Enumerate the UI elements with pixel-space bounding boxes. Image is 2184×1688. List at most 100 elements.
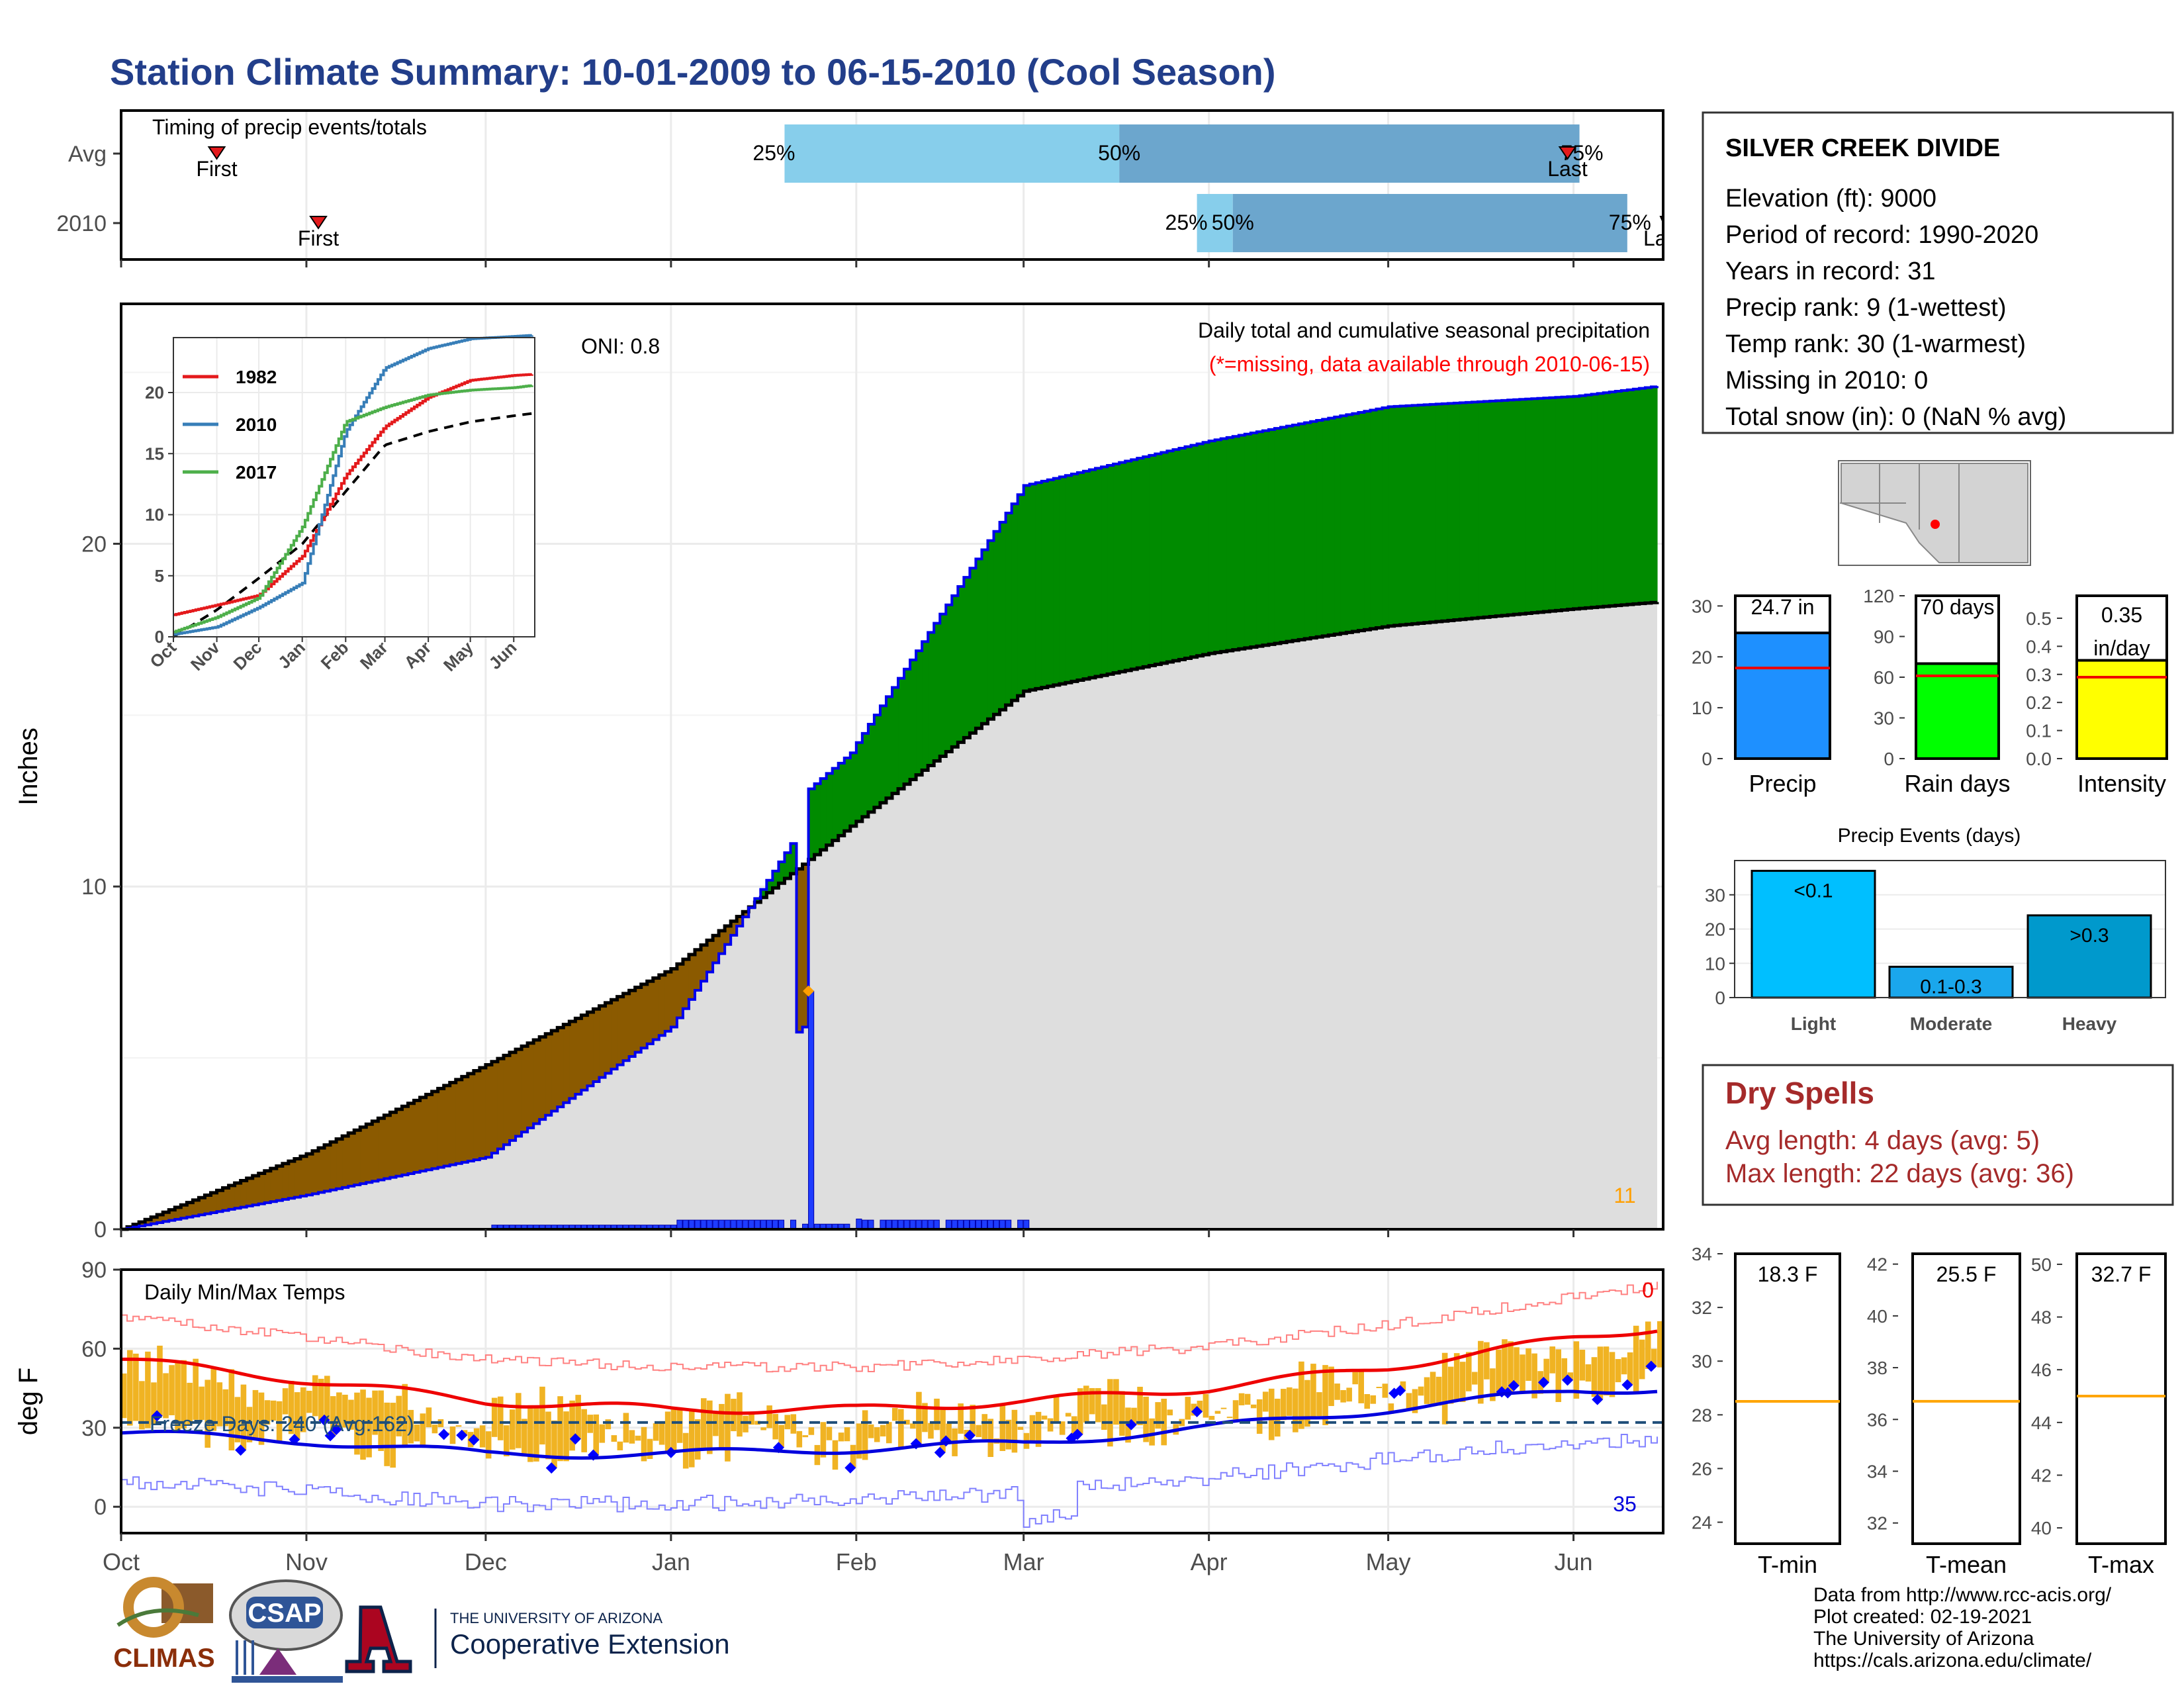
daily-temp-range-bar bbox=[449, 1426, 456, 1444]
surplus-area-segment bbox=[987, 540, 995, 720]
daily-temp-range-bar bbox=[1579, 1350, 1586, 1381]
daily-temp-range-bar bbox=[1287, 1387, 1293, 1416]
surplus-area-segment bbox=[1627, 389, 1634, 605]
daily-temp-range-bar bbox=[1585, 1364, 1592, 1382]
temp-summary-tick-label: 32 bbox=[1867, 1513, 1888, 1534]
page-title: Station Climate Summary: 10-01-2009 to 0… bbox=[110, 51, 1276, 93]
temp-summary-frame bbox=[1734, 1252, 1841, 1545]
surplus-area-segment bbox=[772, 870, 780, 888]
surplus-area-segment bbox=[1191, 445, 1198, 657]
surplus-area-segment bbox=[922, 641, 929, 771]
dry-spells-avg: Avg length: 4 days (avg: 5) bbox=[1725, 1126, 2040, 1155]
surplus-area-segment bbox=[1531, 399, 1538, 613]
daily-temp-range-bar bbox=[516, 1393, 522, 1448]
deficit-area-segment bbox=[701, 945, 707, 982]
daily-temp-range-bar bbox=[1340, 1389, 1346, 1403]
daily-temp-range-bar bbox=[1310, 1364, 1316, 1417]
surplus-area-segment bbox=[1388, 406, 1395, 626]
surplus-area-segment bbox=[1214, 440, 1222, 653]
deficit-area-segment bbox=[593, 1009, 600, 1082]
daily-precip-bar bbox=[951, 1219, 958, 1230]
first-marker-icon bbox=[207, 146, 226, 160]
daily-temp-range-bar bbox=[1412, 1389, 1418, 1413]
surplus-area-segment bbox=[1149, 455, 1156, 666]
daily-temp-range-bar bbox=[252, 1389, 259, 1438]
surplus-area-segment bbox=[1406, 405, 1413, 625]
deficit-area-segment bbox=[563, 1024, 570, 1103]
daily-precip-bar bbox=[718, 1219, 725, 1230]
surplus-area-segment bbox=[1508, 400, 1514, 616]
station-info-line: Temp rank: 30 (1-warmest) bbox=[1725, 330, 2026, 358]
record-low-marker-icon bbox=[1394, 1385, 1406, 1397]
daily-temp-range-bar bbox=[240, 1384, 247, 1450]
temp-panel: 0 30 60 90 Oct Nov Dec Jan Feb Mar Apr May Jun deg F D… bbox=[14, 1258, 1664, 1575]
region-shape bbox=[1841, 463, 2028, 563]
daily-temp-range-bar bbox=[1555, 1349, 1562, 1402]
surplus-area-segment bbox=[946, 604, 952, 752]
record-low-marker-icon bbox=[1621, 1379, 1633, 1391]
record-low-marker-icon bbox=[569, 1433, 581, 1445]
surplus-area-segment bbox=[1490, 400, 1496, 617]
snow-day-count: 11 bbox=[1614, 1184, 1635, 1207]
mini-bar-label: Precip bbox=[1749, 770, 1816, 797]
temp-summary-value: 32.7 F bbox=[2091, 1262, 2152, 1286]
record-high-line bbox=[121, 1282, 1658, 1373]
daily-temp-range-bar bbox=[1549, 1346, 1555, 1374]
deficit-area-segment bbox=[408, 1103, 415, 1174]
deficit-area-segment bbox=[510, 1052, 516, 1141]
daily-temp-range-bar bbox=[1543, 1358, 1549, 1383]
daily-temp-range-bar bbox=[1083, 1385, 1089, 1423]
surplus-area-segment bbox=[928, 632, 934, 766]
surplus-area-segment bbox=[1603, 393, 1610, 607]
surplus-area-segment bbox=[1226, 437, 1234, 651]
deficit-area-segment bbox=[390, 1112, 397, 1178]
daily-temp-range-bar bbox=[1639, 1339, 1645, 1380]
daily-temp-range-bar bbox=[1167, 1409, 1173, 1416]
daily-temp-range-bar bbox=[222, 1389, 229, 1427]
surplus-area-segment bbox=[1334, 416, 1341, 635]
deficit-area-segment bbox=[402, 1106, 409, 1175]
daily-temp-range-bar bbox=[1293, 1388, 1298, 1432]
daily-temp-range-bar bbox=[557, 1396, 563, 1462]
deficit-area-segment bbox=[569, 1021, 576, 1099]
deficit-area-segment bbox=[270, 1168, 277, 1202]
surplus-area-segment bbox=[1453, 402, 1461, 620]
record-low-marker-icon bbox=[1071, 1429, 1083, 1440]
surplus-area-segment bbox=[1579, 395, 1586, 609]
temp-summary-tick-label: 50 bbox=[2031, 1254, 2052, 1275]
daily-temp-range-bar bbox=[976, 1425, 982, 1437]
surplus-area-segment bbox=[862, 733, 869, 817]
mini-bar-tick-label: 0.2 bbox=[2026, 692, 2052, 713]
daily-precip-bar bbox=[706, 1219, 713, 1230]
mini-bar-value: 0.35 bbox=[2101, 603, 2142, 627]
daily-temp-range-bar bbox=[354, 1392, 360, 1455]
daily-temp-range-bar bbox=[617, 1441, 623, 1450]
deficit-area-segment bbox=[522, 1046, 528, 1133]
surplus-area-segment bbox=[1173, 449, 1180, 661]
daily-precip-bar bbox=[945, 1219, 952, 1230]
deficit-area-segment bbox=[467, 1073, 475, 1161]
daily-temp-range-bar bbox=[1065, 1413, 1071, 1417]
deficit-area-segment bbox=[151, 1217, 158, 1224]
daily-temp-range-bar bbox=[420, 1413, 426, 1447]
daily-temp-range-bar bbox=[731, 1399, 737, 1432]
daily-temp-range-bar bbox=[1119, 1391, 1125, 1436]
mini-bar-label: Intensity bbox=[2077, 770, 2166, 797]
timing-q25-label: 25% bbox=[1165, 211, 1208, 234]
deficit-area-segment bbox=[157, 1214, 163, 1223]
deficit-area-segment bbox=[737, 916, 743, 927]
daily-temp-range-bar bbox=[348, 1399, 354, 1430]
daily-temp-range-bar bbox=[157, 1345, 163, 1416]
deficit-area-segment bbox=[342, 1136, 349, 1188]
surplus-area-segment bbox=[1059, 477, 1066, 684]
station-info-line: Elevation (ft): 9000 bbox=[1725, 185, 1936, 212]
csap-base bbox=[232, 1676, 343, 1683]
deficit-area-segment bbox=[676, 964, 684, 1018]
daily-temp-range-bar bbox=[790, 1414, 797, 1434]
daily-temp-range-bar bbox=[1441, 1352, 1448, 1425]
deficit-area-segment bbox=[485, 1064, 492, 1158]
daily-temp-range-bar bbox=[1220, 1407, 1227, 1409]
inset-legend-label: 1982 bbox=[236, 367, 277, 387]
surplus-area-segment bbox=[1161, 452, 1168, 663]
